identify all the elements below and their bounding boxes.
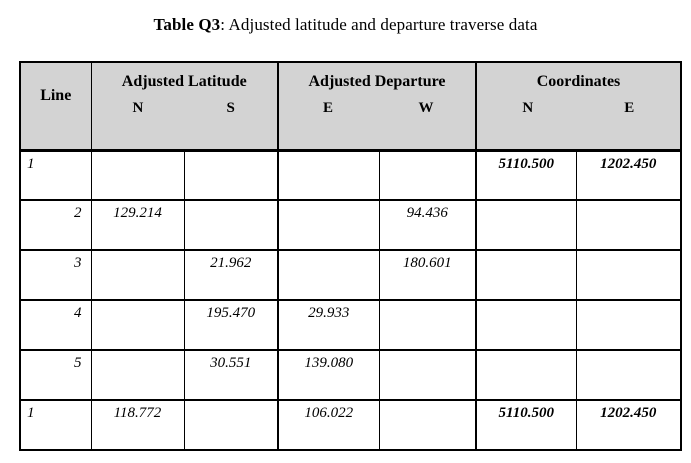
header-adjusted-departure-label: Adjusted Departure <box>308 73 446 90</box>
header-line: Line <box>19 61 92 152</box>
table-row: 3 21.962 180.601 <box>19 249 682 301</box>
header-departure-e: E <box>322 100 333 116</box>
table-row: 5 30.551 139.080 <box>19 349 682 401</box>
table-caption: Table Q3: Adjusted latitude and departur… <box>0 15 691 35</box>
table-row: 1 5110.500 1202.450 <box>19 149 682 201</box>
cell-lat-s <box>183 399 279 451</box>
cell-lat-n <box>90 249 185 301</box>
cell-dep-e <box>277 149 380 201</box>
header-departure-w: W <box>418 100 434 116</box>
cell-coord-e: 1202.450 <box>575 399 682 451</box>
cell-lat-s: 30.551 <box>183 349 279 401</box>
cell-dep-w <box>378 399 477 451</box>
table-row: 1 118.772 106.022 5110.500 1202.450 <box>19 399 682 451</box>
cell-dep-e: 106.022 <box>277 399 380 451</box>
cell-lat-n: 129.214 <box>90 199 185 251</box>
cell-dep-w: 94.436 <box>378 199 477 251</box>
table-row: 2 129.214 94.436 <box>19 199 682 251</box>
cell-line: 2 <box>19 199 92 251</box>
cell-coord-e <box>575 349 682 401</box>
table-header: Line Adjusted Latitude N S Adjusted Depa… <box>19 61 682 152</box>
cell-coord-n <box>475 249 577 301</box>
table-caption-number: Table Q3 <box>153 15 221 34</box>
cell-coord-n <box>475 299 577 351</box>
cell-dep-e: 29.933 <box>277 299 380 351</box>
cell-coord-n: 5110.500 <box>475 149 577 201</box>
cell-lat-n <box>90 299 185 351</box>
cell-dep-w: 180.601 <box>378 249 477 301</box>
cell-coord-e: 1202.450 <box>575 149 682 201</box>
cell-line: 5 <box>19 349 92 401</box>
header-latitude-n: N <box>132 100 144 116</box>
cell-dep-w <box>378 299 477 351</box>
cell-dep-e <box>277 249 380 301</box>
header-adjusted-departure: Adjusted Departure E W <box>277 61 477 152</box>
cell-dep-w <box>378 149 477 201</box>
header-latitude-s: S <box>226 100 235 116</box>
table-body: 1 5110.500 1202.450 2 129.214 94.436 3 2… <box>19 149 682 451</box>
cell-line: 1 <box>19 149 92 201</box>
cell-line: 4 <box>19 299 92 351</box>
header-row: Line Adjusted Latitude N S Adjusted Depa… <box>19 61 682 152</box>
cell-line: 3 <box>19 249 92 301</box>
cell-dep-e <box>277 199 380 251</box>
cell-dep-w <box>378 349 477 401</box>
cell-lat-n <box>90 349 185 401</box>
cell-coord-n <box>475 349 577 401</box>
cell-coord-e <box>575 199 682 251</box>
header-adjusted-latitude-label: Adjusted Latitude <box>121 73 247 90</box>
header-adjusted-latitude: Adjusted Latitude N S <box>90 61 279 152</box>
cell-coord-e <box>575 299 682 351</box>
cell-coord-e <box>575 249 682 301</box>
cell-coord-n: 5110.500 <box>475 399 577 451</box>
cell-lat-s: 195.470 <box>183 299 279 351</box>
header-coordinates-n: N <box>522 100 534 116</box>
cell-coord-n <box>475 199 577 251</box>
header-coordinates-e: E <box>624 100 635 116</box>
traverse-data-table: Line Adjusted Latitude N S Adjusted Depa… <box>19 61 682 451</box>
table-row: 4 195.470 29.933 <box>19 299 682 351</box>
table-caption-text: : Adjusted latitude and departure traver… <box>220 15 538 34</box>
cell-lat-s: 21.962 <box>183 249 279 301</box>
cell-lat-n <box>90 149 185 201</box>
header-coordinates: Coordinates N E <box>475 61 682 152</box>
cell-dep-e: 139.080 <box>277 349 380 401</box>
cell-lat-s <box>183 199 279 251</box>
cell-lat-s <box>183 149 279 201</box>
cell-lat-n: 118.772 <box>90 399 185 451</box>
header-coordinates-label: Coordinates <box>536 73 621 90</box>
cell-line: 1 <box>19 399 92 451</box>
